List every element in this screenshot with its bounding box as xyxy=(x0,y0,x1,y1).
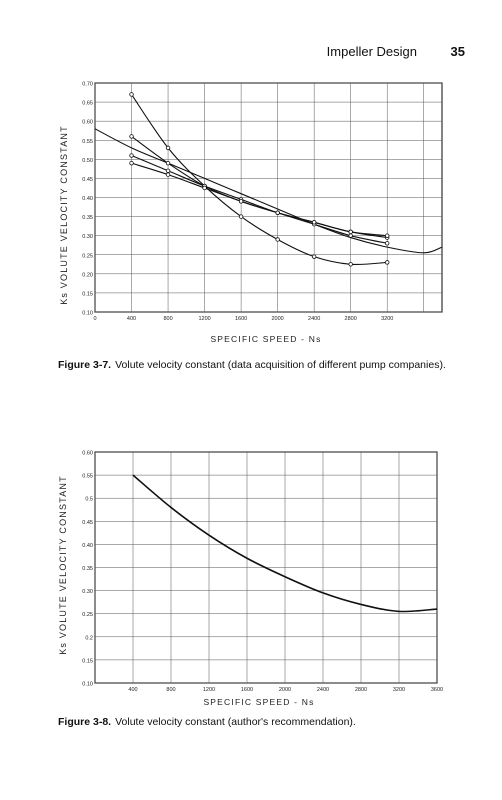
data-point xyxy=(165,145,171,151)
y-tick-label: 0.25 xyxy=(82,612,93,618)
figure-3-7-chart: 0.10 0.15 0.20 0.25 0.30 0.35 0.40 0.45 0.50 0.55… xyxy=(59,82,443,344)
y-tick-label: 0.65 xyxy=(82,101,93,107)
y-tick-label: 0.30 xyxy=(82,234,93,240)
x-axis-label: SPECIFIC SPEED - Ns xyxy=(203,697,314,707)
y-tick-label: 0.55 xyxy=(82,474,93,480)
x-tick-label: 400 xyxy=(127,316,136,322)
y-axis-label: Ks VOLUTE VELOCITY CONSTANT xyxy=(58,475,68,655)
figure-label: Figure 3-8. xyxy=(58,716,112,728)
y-tick-label: 0.15 xyxy=(82,658,93,664)
figure-caption-text: Volute velocity constant (author's recom… xyxy=(115,716,356,728)
series-line xyxy=(94,128,443,254)
figure-3-8-caption: Figure 3-8. Volute velocity constant (aut… xyxy=(58,716,468,729)
x-tick-label: 800 xyxy=(166,687,175,693)
y-tick-label: 0.55 xyxy=(82,139,93,145)
y-tick-label: 0.60 xyxy=(82,120,93,126)
y-tick-label: 0.2 xyxy=(85,635,93,641)
y-tick-label: 0.35 xyxy=(82,566,93,572)
y-tick-label: 0.60 xyxy=(82,451,93,457)
x-tick-label: 3600 xyxy=(431,687,443,693)
series-line xyxy=(132,474,438,613)
y-tick-label: 0.45 xyxy=(82,520,93,526)
data-point xyxy=(165,172,171,177)
grid xyxy=(94,82,443,313)
data-point xyxy=(129,92,134,97)
y-tick-label: 0.30 xyxy=(82,589,93,595)
series-lines xyxy=(132,474,438,613)
data-point xyxy=(348,262,353,267)
y-tick-label: 0.20 xyxy=(82,272,93,278)
page-header: Impeller Design 35 xyxy=(0,44,465,62)
data-point xyxy=(202,185,207,191)
y-tick-label: 0.25 xyxy=(82,253,93,259)
y-tick-label: 0.10 xyxy=(82,682,93,688)
series-lines xyxy=(94,92,443,267)
x-tick-label: 800 xyxy=(163,316,172,322)
y-axis-label: Ks VOLUTE VELOCITY CONSTANT xyxy=(59,125,69,305)
figure-label: Figure 3-7. xyxy=(58,359,112,371)
y-tick-label: 0.70 xyxy=(82,82,93,88)
y-tick-label: 0.40 xyxy=(82,196,93,202)
data-point xyxy=(385,233,390,238)
x-tick-label: 2800 xyxy=(345,316,357,322)
x-tick-label: 2800 xyxy=(355,687,367,693)
x-tick-label: 2400 xyxy=(317,687,329,693)
data-point xyxy=(238,199,244,204)
x-tick-label: 3200 xyxy=(393,687,405,693)
data-point xyxy=(385,260,390,265)
grid xyxy=(94,451,438,684)
figure-caption-text: Volute velocity constant (data acquisiti… xyxy=(115,359,446,371)
data-point xyxy=(129,134,134,139)
x-axis-label: SPECIFIC SPEED - Ns xyxy=(210,334,321,344)
x-tick-label: 1200 xyxy=(203,687,215,693)
series-line xyxy=(131,155,388,244)
data-point xyxy=(129,153,134,158)
x-tick-label: 2000 xyxy=(279,687,291,693)
x-tick-label: 0 xyxy=(93,316,96,322)
data-point xyxy=(238,214,244,219)
data-point xyxy=(348,229,353,235)
data-point xyxy=(311,254,317,259)
x-tick-label: 1600 xyxy=(235,316,247,322)
x-tick-label: 3200 xyxy=(381,316,393,322)
data-point xyxy=(275,237,280,242)
series-line xyxy=(131,162,388,237)
y-tick-label: 0.5 xyxy=(85,497,93,503)
data-point xyxy=(129,160,134,166)
tick-labels: 0.10 0.15 0.2 0.25 0.30 0.35 0.40 0.45 0.5 0.55 0.… xyxy=(82,451,443,694)
data-point xyxy=(165,160,171,166)
y-tick-label: 0.40 xyxy=(82,543,93,549)
data-point xyxy=(385,241,390,246)
x-tick-label: 2000 xyxy=(272,316,284,322)
figure-3-7-caption: Figure 3-7. Volute velocity constant (dat… xyxy=(58,359,468,372)
data-point xyxy=(311,220,317,225)
x-tick-label: 400 xyxy=(128,687,137,693)
x-tick-label: 2400 xyxy=(308,316,320,322)
page-number: 35 xyxy=(450,44,465,59)
y-tick-label: 0.15 xyxy=(82,291,93,297)
running-title: Impeller Design xyxy=(326,44,417,59)
x-tick-label: 1200 xyxy=(198,316,210,322)
y-tick-label: 0.45 xyxy=(82,177,93,183)
figure-3-8-chart: 0.10 0.15 0.2 0.25 0.30 0.35 0.40 0.45 0.5 0.55 0.… xyxy=(58,451,443,708)
tick-labels: 0.10 0.15 0.20 0.25 0.30 0.35 0.40 0.45 0.50 0.55… xyxy=(82,82,393,323)
x-tick-label: 1600 xyxy=(241,687,253,693)
y-tick-label: 0.10 xyxy=(82,311,93,317)
data-point xyxy=(275,210,280,215)
y-tick-label: 0.50 xyxy=(82,158,93,164)
y-tick-label: 0.35 xyxy=(82,215,93,221)
